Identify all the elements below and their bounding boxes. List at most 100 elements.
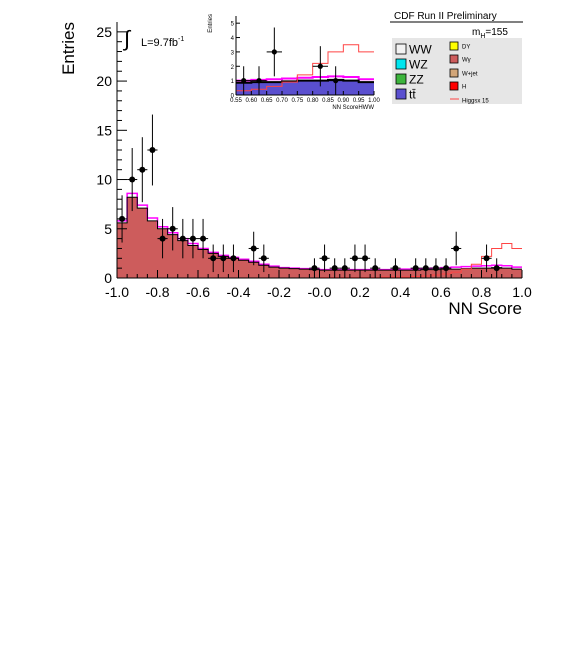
data-point <box>483 255 490 262</box>
x-tick-label: -0.8 <box>145 284 169 300</box>
inset-y-tick-label: 5 <box>231 22 235 28</box>
legend-swatch <box>449 54 459 64</box>
data-point <box>351 255 358 262</box>
experiment-header: CDF Run II Preliminary <box>394 11 497 22</box>
data-point <box>443 265 450 272</box>
x-tick-label: 0.4 <box>391 284 411 300</box>
background-outline <box>117 196 522 271</box>
inset-x-axis-title: NN ScoreHWW <box>332 105 374 111</box>
data-point <box>149 147 156 153</box>
higgs-mass-label: mH=155 <box>472 27 508 40</box>
data-point <box>341 265 348 272</box>
data-point <box>220 255 227 262</box>
inset-y-tick-label: 0 <box>231 94 235 100</box>
data-point <box>189 235 196 242</box>
inset-data-point <box>271 49 277 55</box>
inset-data-point <box>256 78 262 84</box>
main-histograms <box>117 192 522 279</box>
legend-swatch <box>395 88 407 100</box>
legend-swatch <box>395 73 407 85</box>
luminosity-exponent: -1 <box>178 36 184 43</box>
y-tick-label: 5 <box>104 221 112 237</box>
data-point <box>139 166 146 173</box>
y-tick-label: 20 <box>96 73 112 89</box>
inset-x-tick-label: 0.95 <box>353 98 365 104</box>
legend-swatch <box>449 41 459 51</box>
x-tick-label: -1.0 <box>105 284 129 300</box>
inset-data-point <box>241 78 247 84</box>
data-point <box>129 176 136 183</box>
inset-y-tick-label: 2 <box>231 65 235 71</box>
y-tick-label: 15 <box>96 122 112 138</box>
data-point <box>260 255 267 262</box>
data-point <box>159 235 166 242</box>
inset-y-tick-label: 4 <box>231 36 235 42</box>
y-tick-label: 25 <box>96 24 112 40</box>
integral-symbol: ∫ <box>122 26 132 51</box>
inset-data-point <box>317 63 323 69</box>
legend-label: Wγ <box>462 58 471 64</box>
legend-label: H <box>462 85 466 91</box>
legend-swatch <box>449 68 459 78</box>
data-point <box>392 265 399 272</box>
inset-y-axis-title: Entries <box>208 14 214 33</box>
x-tick-label: 1.0 <box>512 284 532 300</box>
inset-x-tick-label: 0.85 <box>322 98 334 104</box>
data-point <box>169 225 176 232</box>
legend-label: WW <box>409 43 432 57</box>
mass-value: =155 <box>485 27 508 38</box>
legend-swatch <box>449 81 459 91</box>
inset-x-tick-label: 1.00 <box>368 98 380 104</box>
inset-plot: 0 1 2 3 4 5 0.55 0.60 0.65 0.70 0.75 0.80 0.85 0.90 0.… <box>208 14 380 111</box>
data-point <box>210 255 217 262</box>
x-tick-label: -0.2 <box>267 284 291 300</box>
x-tick-label: 0.8 <box>472 284 492 300</box>
x-axis-title: NN Score <box>448 299 522 318</box>
data-point <box>362 255 369 262</box>
inset-x-tick-label: 0.65 <box>261 98 273 104</box>
x-tick-label: -0.6 <box>186 284 210 300</box>
luminosity-text: L=9.7fb <box>141 37 178 49</box>
inset-x-tick-label: 0.80 <box>307 98 319 104</box>
data-point <box>372 265 379 272</box>
inset-y-tick-label: 1 <box>231 79 235 85</box>
inset-x-tick-label: 0.70 <box>276 98 288 104</box>
x-tick-label: 0.6 <box>431 284 451 300</box>
inset-signal-line <box>236 75 374 82</box>
data-point <box>200 235 207 242</box>
data-point <box>412 265 419 272</box>
legend-label: WZ <box>409 58 428 72</box>
y-axis-title: Entries <box>59 22 78 75</box>
inset-higgs-x15-line <box>236 44 374 92</box>
data-point <box>453 245 460 252</box>
inset-x-tick-label: 0.55 <box>230 98 242 104</box>
legend-swatch <box>395 58 407 70</box>
inset-y-tick-label: 3 <box>231 50 235 56</box>
luminosity-label: L=9.7fb-1 <box>141 36 184 49</box>
main-data-points <box>117 114 502 278</box>
data-point <box>422 265 429 272</box>
y-tick-label: 0 <box>104 270 112 286</box>
legend-label: Higgsx 15 <box>462 99 489 105</box>
y-tick-label: 10 <box>96 172 112 188</box>
legend-label: tt̄ <box>409 88 416 102</box>
data-point <box>311 265 318 272</box>
x-tick-label: -0.4 <box>226 284 250 300</box>
mass-symbol: m <box>472 27 480 38</box>
data-point <box>250 245 257 252</box>
mass-subscript: H <box>480 33 485 40</box>
legend-label: ZZ <box>409 73 424 87</box>
inset-stack-fill <box>236 79 374 95</box>
inset-x-tick-label: 0.60 <box>245 98 257 104</box>
inset-x-tick-label: 0.75 <box>291 98 303 104</box>
legend-label: DY <box>462 45 470 51</box>
data-point <box>493 265 500 272</box>
x-tick-label: -0.0 <box>307 284 331 300</box>
x-tick-label: 0.2 <box>350 284 370 300</box>
legend-swatch <box>395 43 407 55</box>
data-point <box>230 255 237 262</box>
data-point <box>331 265 338 272</box>
